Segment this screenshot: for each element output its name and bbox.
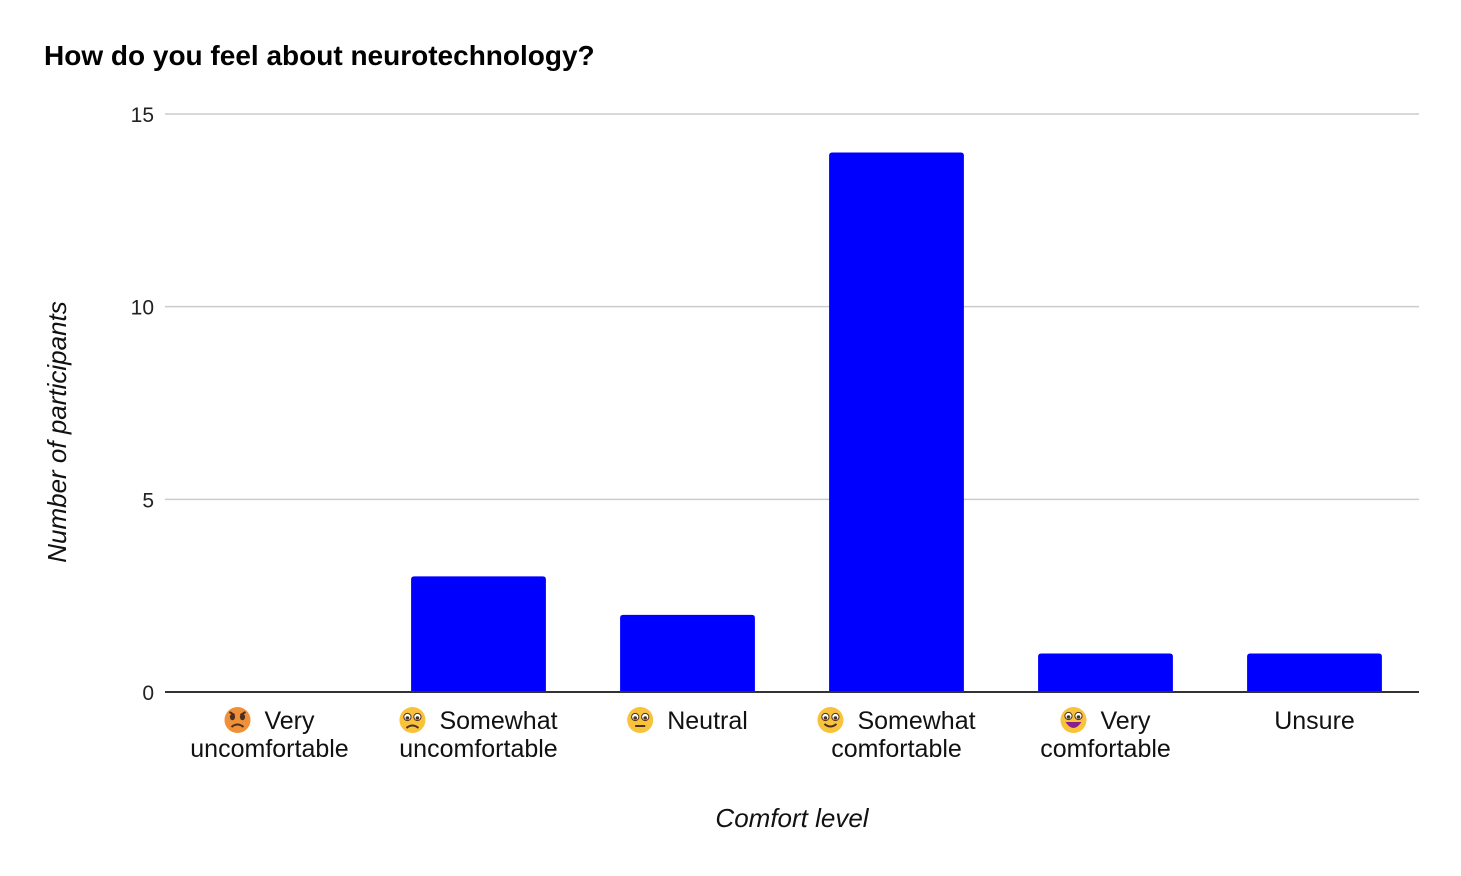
x-axis-categories: VeryuncomfortableSomewhatuncomfortableNe… (190, 707, 1355, 763)
x-category-text: uncomfortable (190, 735, 348, 763)
x-category-text: Very (264, 707, 315, 735)
x-category-text: Neutral (667, 707, 748, 735)
bar (411, 576, 546, 692)
x-category-text: Very (1100, 707, 1151, 735)
bar (829, 152, 964, 693)
x-category-text: comfortable (1040, 735, 1171, 763)
x-category-text: Somewhat (439, 707, 557, 735)
grinning-face-icon (1060, 707, 1087, 733)
x-category-label: Neutral (627, 707, 748, 735)
y-tick-label: 10 (131, 297, 154, 320)
y-axis-ticks: 0 5 10 15 (131, 104, 154, 705)
x-category-text: comfortable (831, 735, 962, 763)
bar (1247, 653, 1382, 692)
y-tick-label: 5 (142, 489, 154, 512)
angry-face-icon (224, 707, 251, 733)
x-axis-title: Comfort level (715, 803, 869, 833)
x-category-text: Somewhat (857, 707, 975, 735)
gridlines (165, 113, 1419, 501)
bars (411, 152, 1382, 693)
chart-title: How do you feel about neurotechnology? (44, 40, 595, 71)
x-category-text: Unsure (1274, 707, 1355, 735)
bar (620, 614, 755, 692)
slightly-smiling-face-icon (817, 707, 844, 733)
x-category-text: uncomfortable (399, 735, 557, 763)
y-axis-title: Number of participants (42, 301, 72, 563)
y-tick-label: 15 (131, 104, 154, 127)
frowning-face-icon (399, 707, 426, 733)
neutral-face-icon (627, 707, 654, 733)
x-category-label: Unsure (1274, 707, 1355, 735)
y-tick-label: 0 (142, 682, 154, 705)
bar (1038, 653, 1173, 692)
